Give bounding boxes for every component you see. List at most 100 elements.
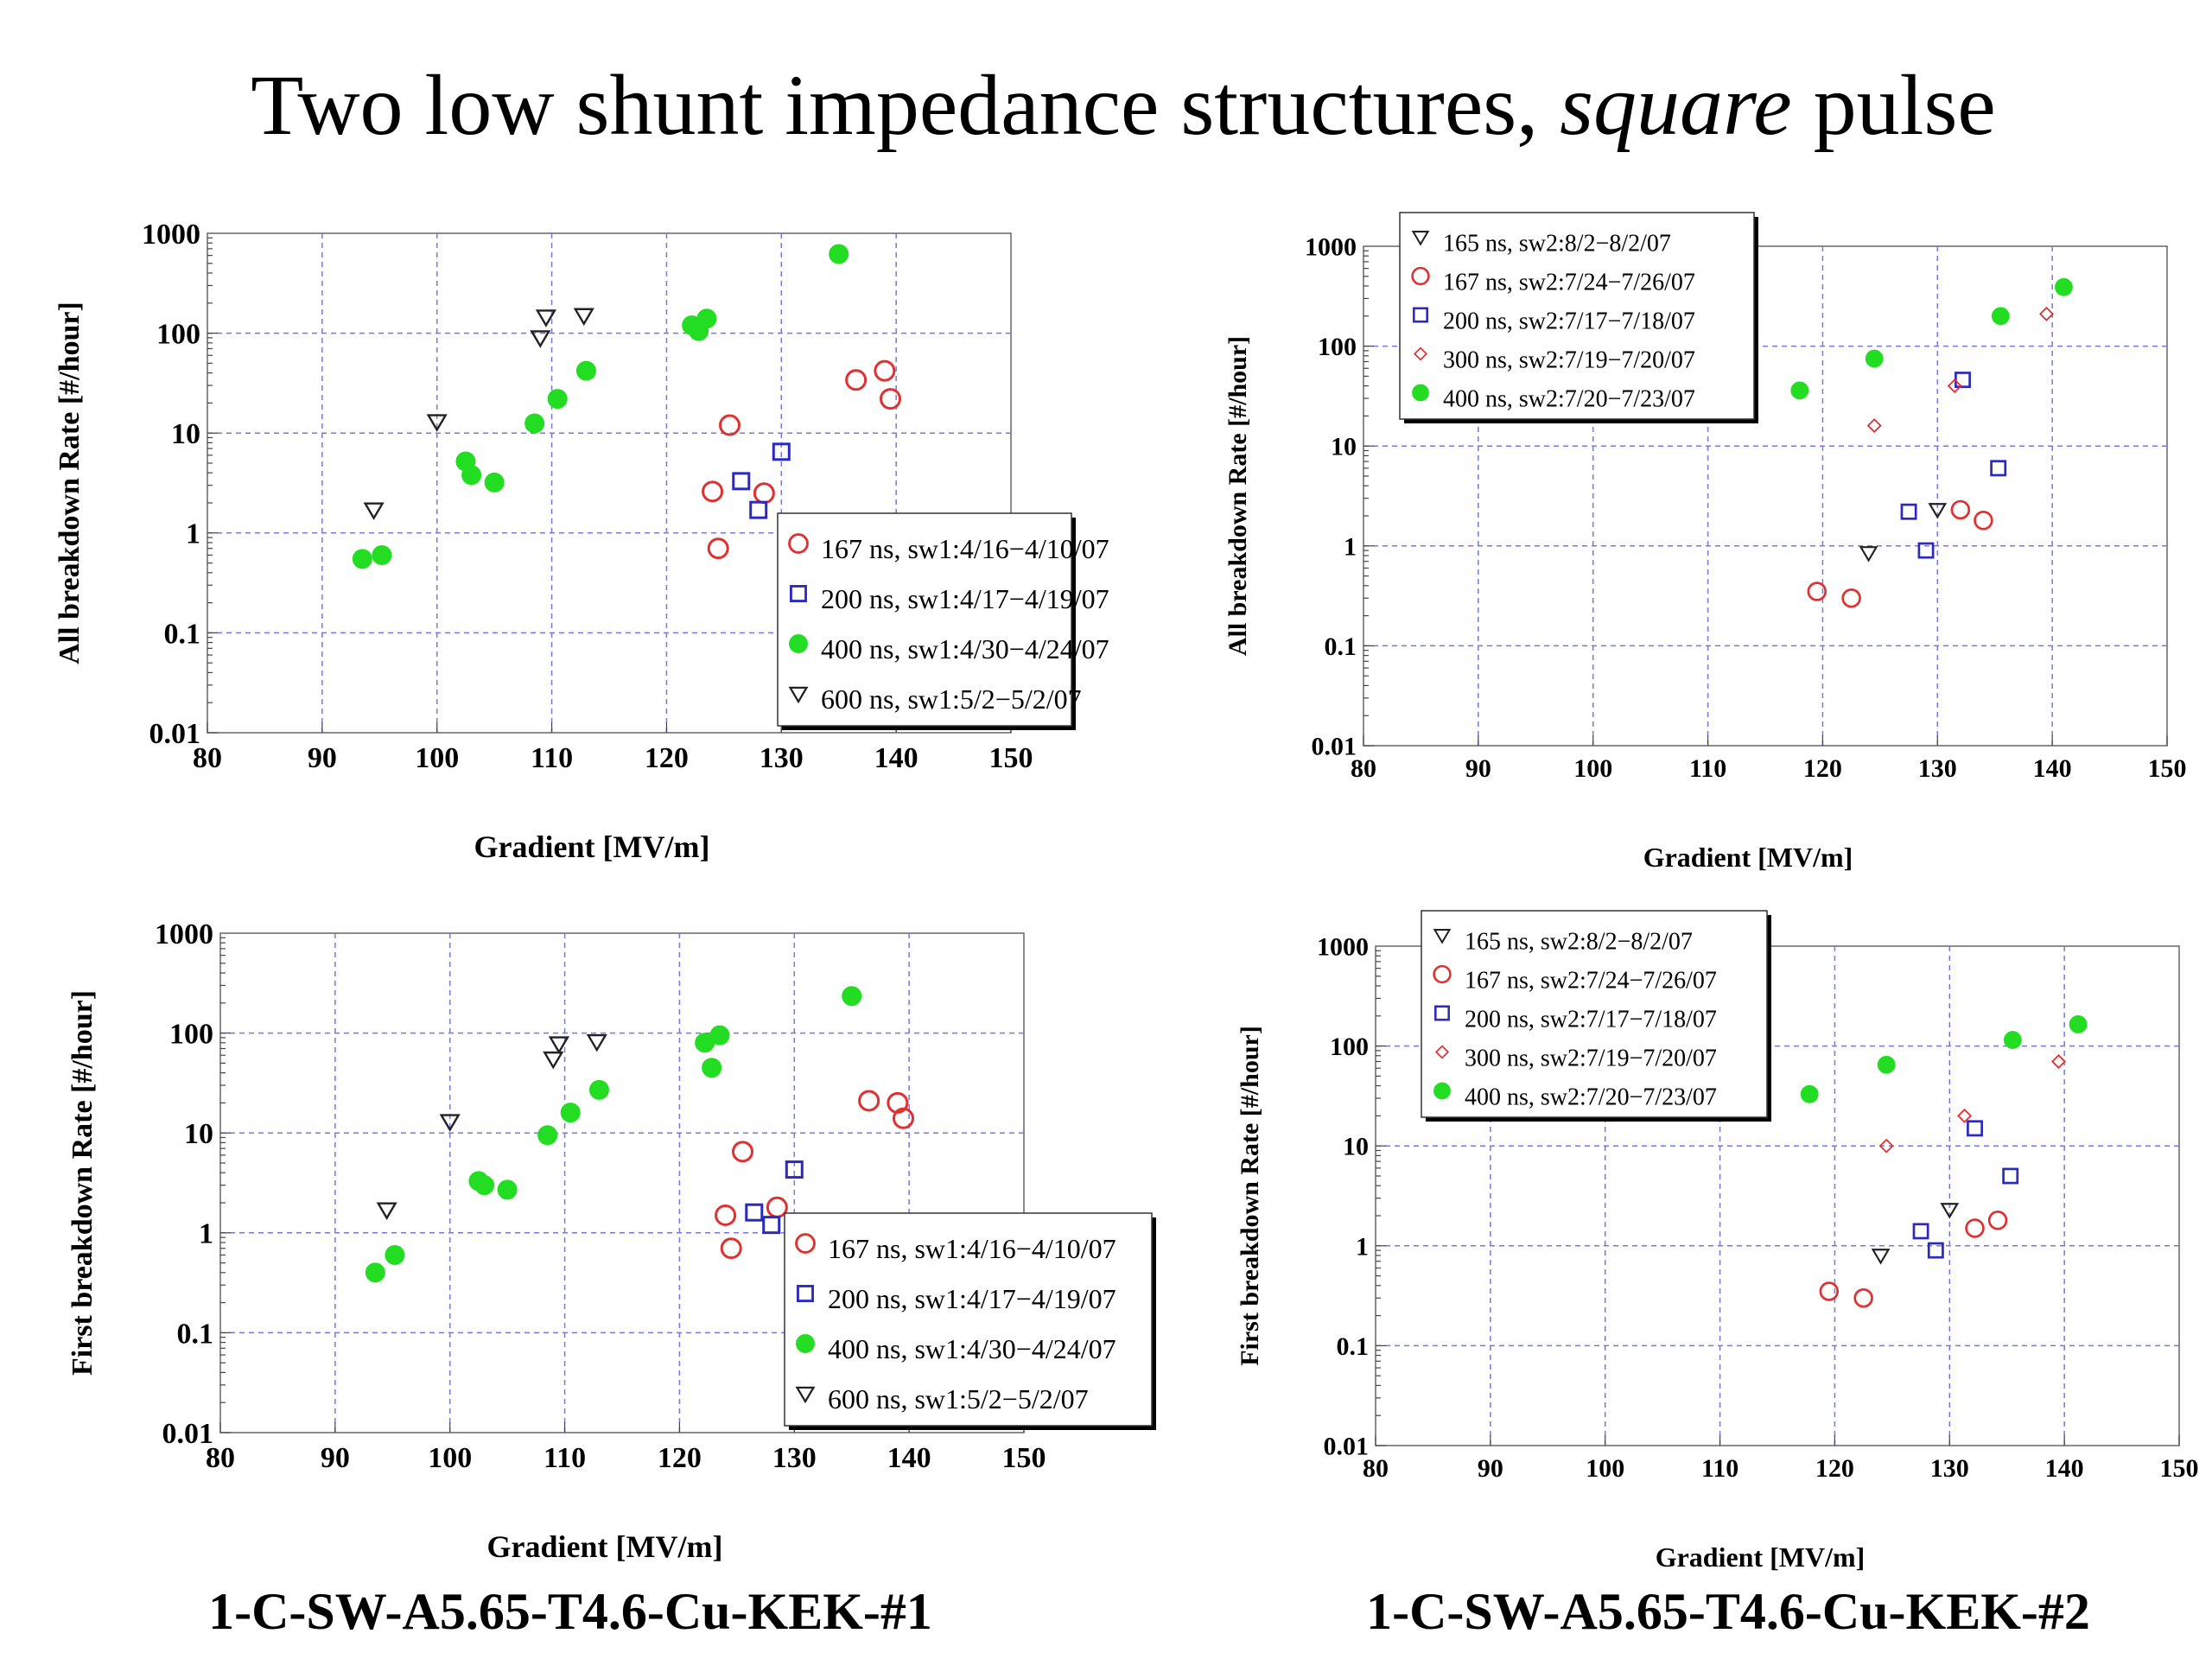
- legend-label: 200 ns, sw2:7/17−7/18/07: [1465, 1006, 1717, 1033]
- data-point: [535, 309, 557, 327]
- data-point: [586, 1033, 607, 1052]
- series-3: [1866, 306, 2054, 434]
- data-point: [845, 369, 868, 391]
- y-tick-label: 1000: [1305, 233, 1357, 262]
- x-tick-label: 140: [887, 1442, 931, 1474]
- x-tick-label: 80: [193, 742, 222, 774]
- legend-label: 200 ns, sw1:4/17−4/19/07: [828, 1283, 1116, 1314]
- data-point: [709, 1025, 730, 1046]
- y-tick-label: 1: [199, 1218, 213, 1250]
- legend-marker: [1411, 231, 1430, 246]
- x-tick-label: 120: [658, 1442, 702, 1474]
- series-3: [376, 1033, 607, 1221]
- x-tick-label: 140: [2033, 754, 2072, 783]
- data-point: [2039, 306, 2054, 321]
- legend-label: 400 ns, sw1:4/30−4/24/07: [821, 633, 1109, 664]
- series-4: [1790, 277, 2073, 400]
- data-point: [524, 413, 545, 434]
- data-point: [2003, 1031, 2022, 1049]
- data-point: [1987, 1211, 2008, 1230]
- legend-marker: [788, 686, 809, 704]
- legend-marker: [790, 585, 807, 602]
- data-point: [547, 389, 568, 410]
- chart-all-breakdown-kek1: 80 90 100 110 120 130 140 1500.010.11101001000G…: [54, 219, 1109, 864]
- legend: 167 ns, sw1:4/16−4/10/07 200 ns, sw1:4/17…: [784, 1212, 1156, 1430]
- data-point: [702, 480, 724, 503]
- data-point: [1871, 1249, 1891, 1265]
- x-tick-label: 150: [2148, 754, 2187, 783]
- y-tick-label: 100: [169, 1019, 213, 1051]
- slide-title-italic: square: [1560, 57, 1792, 153]
- legend-label: 400 ns, sw1:4/30−4/24/07: [828, 1333, 1116, 1364]
- x-tick-label: 110: [1701, 1454, 1738, 1483]
- x-tick-label: 110: [543, 1442, 586, 1474]
- data-point: [2051, 1054, 2066, 1069]
- y-tick-label: 100: [156, 319, 200, 351]
- data-point: [1790, 381, 1809, 400]
- data-point: [2002, 1167, 2019, 1185]
- x-tick-label: 100: [415, 742, 459, 774]
- chart-first-breakdown-kek1: 80 90 100 110 120 130 140 1500.010.11101001000G…: [67, 918, 1156, 1564]
- data-point: [749, 500, 768, 519]
- legend: 165 ns, sw2:8/2−8/2/07 167 ns, sw2:7/24−7…: [1421, 910, 1771, 1122]
- legend-marker: [797, 1285, 814, 1302]
- x-tick-label: 90: [1465, 754, 1491, 783]
- x-tick-label: 100: [1586, 1454, 1624, 1483]
- data-point: [1800, 1084, 1819, 1103]
- data-point: [715, 1204, 737, 1226]
- data-point: [1990, 460, 2007, 477]
- axis-ticks: [207, 237, 1012, 734]
- data-point: [588, 1079, 609, 1100]
- data-point: [1991, 307, 2010, 326]
- x-tick-label: 80: [1363, 1454, 1389, 1483]
- y-tick-label: 0.01: [149, 718, 201, 750]
- series-1: [732, 442, 791, 519]
- x-tick-label: 130: [760, 742, 804, 774]
- y-axis-label: First breakdown Rate [#/hour]: [1236, 1026, 1264, 1366]
- data-point: [537, 1125, 558, 1146]
- data-point: [772, 442, 791, 461]
- data-point: [543, 1051, 564, 1070]
- legend-label: 300 ns, sw2:7/19−7/20/07: [1465, 1045, 1717, 1071]
- legend-label: 167 ns, sw1:4/16−4/10/07: [828, 1233, 1116, 1264]
- legend-label: 200 ns, sw1:4/17−4/19/07: [821, 583, 1109, 614]
- y-tick-label: 10: [1343, 1133, 1369, 1161]
- y-tick-label: 0.01: [1324, 1433, 1370, 1461]
- data-point: [696, 308, 717, 329]
- legend-box: [784, 1212, 1153, 1427]
- legend-marker: [1412, 384, 1429, 402]
- x-axis-label: Gradient [MV/m]: [487, 1529, 723, 1564]
- series-0: [715, 1090, 914, 1260]
- data-point: [365, 1262, 385, 1283]
- legend-box: [777, 512, 1072, 727]
- slide-title: Two low shunt impedance structures, squa…: [0, 54, 2212, 157]
- data-point: [560, 1103, 581, 1123]
- y-tick-label: 0.1: [164, 618, 201, 650]
- legend-box: [1421, 910, 1768, 1118]
- slide-title-main: Two low shunt impedance structures,: [251, 57, 1560, 153]
- data-point: [426, 414, 448, 432]
- y-tick-label: 10: [171, 418, 200, 450]
- data-point: [858, 1090, 880, 1112]
- legend-marker: [1411, 266, 1430, 286]
- y-tick-label: 1000: [155, 918, 213, 950]
- y-axis-label: All breakdown Rate [#/hour]: [54, 302, 86, 664]
- x-axis-label: Gradient [MV/m]: [1643, 842, 1853, 873]
- x-tick-label: 90: [308, 742, 337, 774]
- x-axis-label: Gradient [MV/m]: [474, 830, 710, 864]
- data-point: [1912, 1223, 1929, 1240]
- y-tick-label: 0.01: [1312, 733, 1357, 761]
- data-point: [484, 472, 505, 493]
- legend-label: 600 ns, sw1:5/2−5/2/07: [821, 683, 1082, 715]
- data-point: [461, 465, 482, 486]
- legend-label: 200 ns, sw2:7/17−7/18/07: [1443, 308, 1695, 334]
- caption-right: 1-C-SW-A5.65-T4.6-Cu-KEK-#2: [1366, 1583, 2090, 1640]
- y-tick-label: 1: [1356, 1232, 1369, 1261]
- data-point: [829, 244, 849, 264]
- legend-marker: [788, 533, 809, 554]
- axis-ticks: [1375, 950, 2180, 1446]
- data-point: [2055, 277, 2073, 296]
- x-tick-label: 100: [428, 1442, 472, 1474]
- data-point: [785, 1160, 804, 1179]
- x-tick-label: 150: [1002, 1442, 1046, 1474]
